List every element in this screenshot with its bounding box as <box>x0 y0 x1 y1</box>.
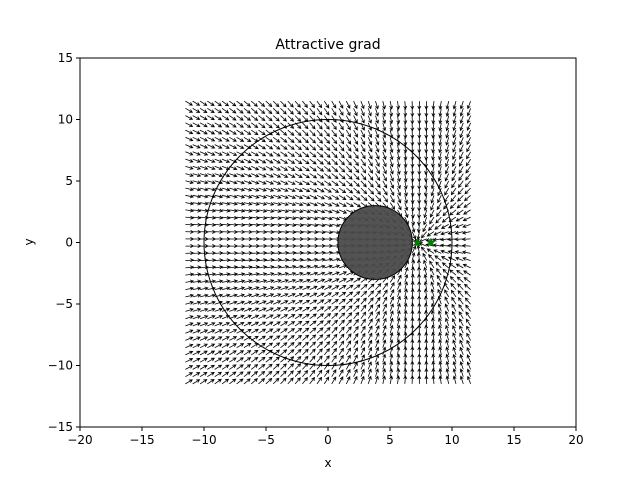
y-tick-label: −15 <box>48 420 73 434</box>
y-tick-label: 5 <box>65 174 73 188</box>
x-tick-label: −20 <box>67 433 92 447</box>
chart-title: Attractive grad <box>275 37 380 53</box>
star-marker <box>425 237 436 247</box>
y-axis-label: y <box>22 238 36 245</box>
y-tick-label: 0 <box>65 236 73 250</box>
star-marker <box>412 237 423 247</box>
y-axis-ticks: −15 −10 −5 0 5 10 15 <box>48 51 80 434</box>
y-tick-label: 15 <box>58 51 73 65</box>
x-tick-label: 20 <box>568 433 583 447</box>
y-tick-label: −10 <box>48 359 73 373</box>
x-tick-label: −5 <box>257 433 275 447</box>
boundary-circle <box>203 119 453 366</box>
vector-field <box>185 100 471 385</box>
x-tick-label: 0 <box>324 433 332 447</box>
field-arrows <box>185 100 471 385</box>
y-tick-label: 10 <box>58 113 73 127</box>
x-tick-label: 15 <box>506 433 521 447</box>
y-tick-label: −5 <box>55 297 73 311</box>
x-axis-ticks: −20 −15 −10 −5 0 5 10 15 20 <box>67 427 584 447</box>
x-tick-label: 10 <box>444 433 459 447</box>
x-tick-label: −15 <box>129 433 154 447</box>
x-axis-label: x <box>324 456 331 470</box>
overlays <box>203 119 453 366</box>
obstacle-circle <box>337 205 413 280</box>
x-tick-label: 5 <box>386 433 394 447</box>
x-tick-label: −10 <box>191 433 216 447</box>
